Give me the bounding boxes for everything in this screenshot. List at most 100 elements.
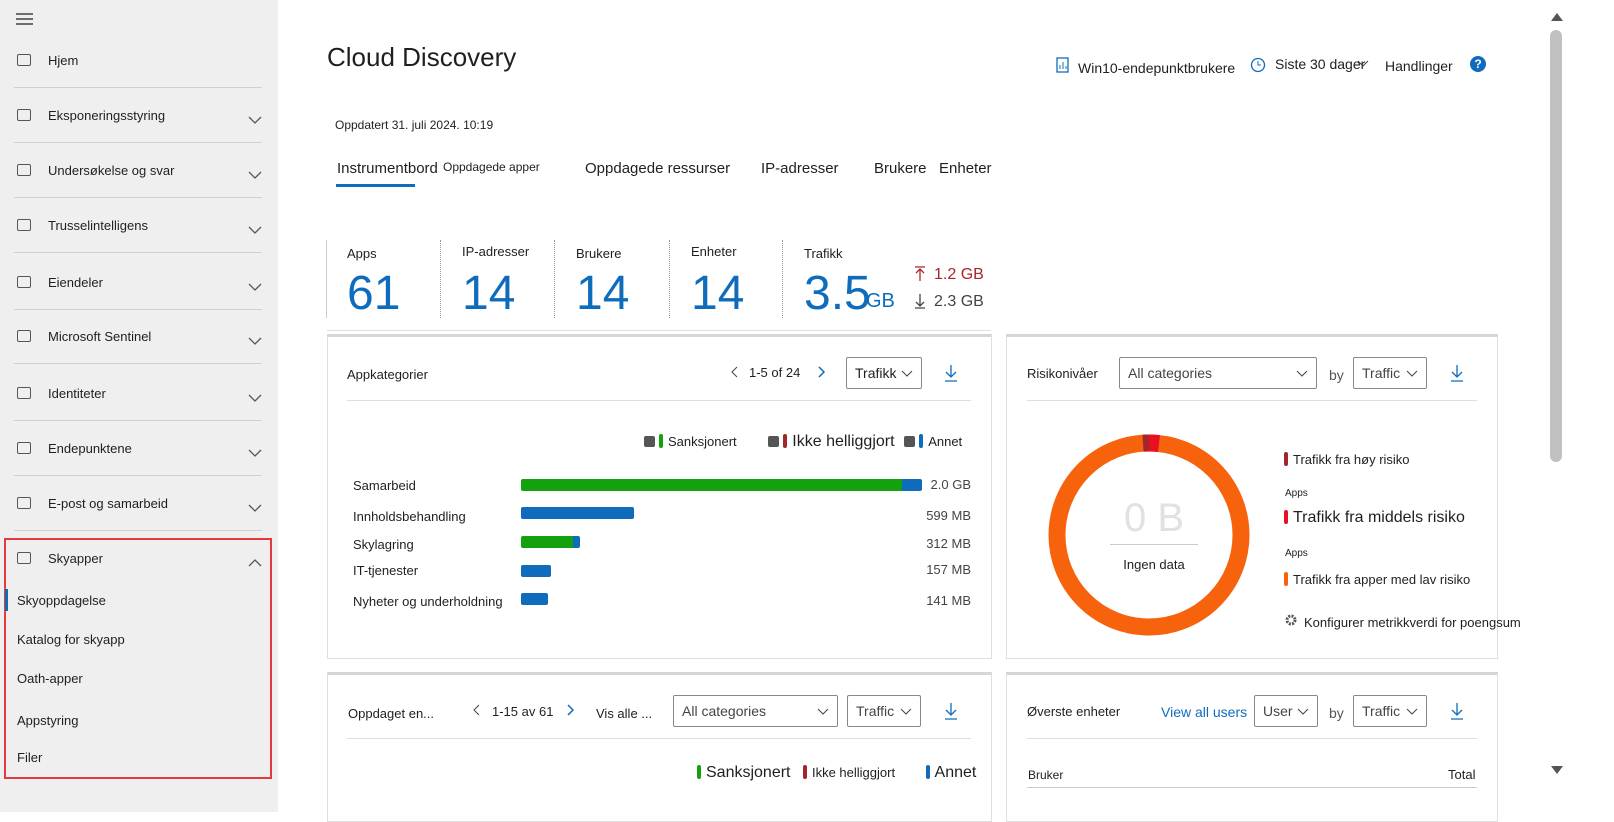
category-name[interactable]: Nyheter og underholdning xyxy=(353,594,503,609)
prev-page[interactable] xyxy=(730,366,738,378)
metric-dropdown[interactable]: Traffic xyxy=(1353,695,1427,727)
legend-swatch xyxy=(697,765,701,779)
separator xyxy=(14,87,262,88)
updated-text: Oppdatert 31. juli 2024. 10:19 xyxy=(335,118,493,132)
chevron[interactable] xyxy=(248,166,262,174)
view-all-link[interactable]: Vis alle ... xyxy=(596,706,652,721)
nav-icon xyxy=(17,330,31,342)
chevron xyxy=(1357,60,1369,68)
nav-icon xyxy=(17,497,31,509)
category-dropdown[interactable]: All categories xyxy=(673,695,838,727)
legend-sub: Apps xyxy=(1285,548,1308,559)
legend-swatch xyxy=(1284,510,1288,524)
nav-icon xyxy=(17,387,31,399)
download-button[interactable] xyxy=(1450,364,1464,382)
metric-dropdown[interactable]: Trafikk xyxy=(846,357,922,389)
tab[interactable]: IP-adresser xyxy=(761,160,839,177)
divider xyxy=(1027,787,1477,788)
help-button[interactable]: ? xyxy=(1470,56,1486,72)
center-value: 0 B xyxy=(1100,496,1208,541)
stat-divider xyxy=(326,240,327,318)
nav-item[interactable]: E-post og samarbeid xyxy=(48,496,168,511)
chevron[interactable] xyxy=(248,499,262,507)
nav-item[interactable]: Trusselintelligens xyxy=(48,218,148,233)
chevron[interactable] xyxy=(248,278,262,286)
divider xyxy=(1027,400,1477,401)
legend: Sanksjonert Ikke helliggjort Annet xyxy=(644,433,962,451)
report-icon xyxy=(1056,57,1070,73)
download-button[interactable] xyxy=(944,702,958,720)
pager: 1-5 of 24 xyxy=(749,365,800,380)
nav-item[interactable]: Eksponeringsstyring xyxy=(48,108,165,123)
category-name[interactable]: Samarbeid xyxy=(353,478,416,493)
chevron xyxy=(900,708,912,716)
legend-swatch xyxy=(783,434,787,448)
legend-label: Annet xyxy=(935,764,977,781)
prev-page[interactable] xyxy=(472,704,480,716)
report-selector[interactable]: Win10-endepunktbrukere xyxy=(1078,60,1235,76)
checkbox[interactable] xyxy=(644,436,655,447)
active-indicator xyxy=(5,589,8,611)
category-value: 157 MB xyxy=(926,562,971,577)
stat-label: Apps xyxy=(347,246,377,261)
configure-link[interactable]: Konfigurer metrikkverdi for poengsum xyxy=(1304,615,1521,630)
upload-icon xyxy=(914,266,926,287)
legend-label: Ikke helliggjort xyxy=(792,433,894,450)
divider xyxy=(327,330,991,331)
nav-item[interactable]: Endepunktene xyxy=(48,441,132,456)
checkbox[interactable] xyxy=(768,436,779,447)
column-header: Total xyxy=(1448,767,1475,782)
tab[interactable]: Instrumentbord xyxy=(337,160,438,177)
chevron[interactable] xyxy=(248,221,262,229)
separator xyxy=(14,309,262,310)
menu-icon[interactable] xyxy=(16,12,34,26)
download-button[interactable] xyxy=(1450,702,1464,720)
category-name[interactable]: Skylagring xyxy=(353,537,414,552)
chevron[interactable] xyxy=(248,111,262,119)
chevron[interactable] xyxy=(248,332,262,340)
category-dropdown[interactable]: All categories xyxy=(1119,357,1317,389)
chevron[interactable] xyxy=(248,389,262,397)
scroll-down[interactable] xyxy=(1550,765,1564,775)
legend-label: Sanksjonert xyxy=(706,764,791,781)
next-page[interactable] xyxy=(567,704,575,716)
divider xyxy=(347,738,971,739)
chevron[interactable] xyxy=(248,444,262,452)
tab[interactable]: Brukere xyxy=(874,160,927,177)
nav-item[interactable]: Undersøkelse og svar xyxy=(48,163,174,178)
metric-dropdown[interactable]: Traffic xyxy=(1353,357,1427,389)
stat-divider xyxy=(554,240,555,318)
panel-title: Risikonivåer xyxy=(1027,366,1098,381)
checkbox[interactable] xyxy=(904,436,915,447)
metric-dropdown[interactable]: Traffic xyxy=(847,695,921,727)
stat-label: IP-adresser xyxy=(462,244,529,259)
entity-dropdown[interactable]: User xyxy=(1254,695,1318,727)
period-selector[interactable]: Siste 30 dager xyxy=(1275,56,1365,72)
nav-item[interactable]: Eiendeler xyxy=(48,275,103,290)
actions-button[interactable]: Handlinger xyxy=(1385,58,1453,74)
nav-item[interactable]: Microsoft Sentinel xyxy=(48,329,151,344)
by-label: by xyxy=(1329,367,1344,383)
by-label: by xyxy=(1329,705,1344,721)
separator xyxy=(14,475,262,476)
scrollbar[interactable] xyxy=(1550,30,1562,462)
next-page[interactable] xyxy=(818,366,826,378)
nav-item[interactable]: Hjem xyxy=(48,53,78,68)
panel-title: Appkategorier xyxy=(347,367,428,382)
nav-item[interactable]: Identiteter xyxy=(48,386,106,401)
tab[interactable]: Oppdagede ressurser xyxy=(585,160,730,177)
category-name[interactable]: IT-tjenester xyxy=(353,563,418,578)
download-button[interactable] xyxy=(944,364,958,382)
separator xyxy=(14,197,262,198)
view-all-link[interactable]: View all users xyxy=(1161,704,1247,720)
tab[interactable]: Oppdagede apper xyxy=(443,160,540,174)
separator xyxy=(14,252,262,253)
dropdown-text: Traffic xyxy=(1362,365,1400,381)
scroll-up[interactable] xyxy=(1550,12,1564,22)
category-name[interactable]: Innholdsbehandling xyxy=(353,509,466,524)
divider xyxy=(1027,738,1477,739)
stat-value: 14 xyxy=(691,266,744,321)
legend-swatch xyxy=(926,765,930,779)
tab[interactable]: Enheter xyxy=(939,160,992,177)
separator xyxy=(14,420,262,421)
